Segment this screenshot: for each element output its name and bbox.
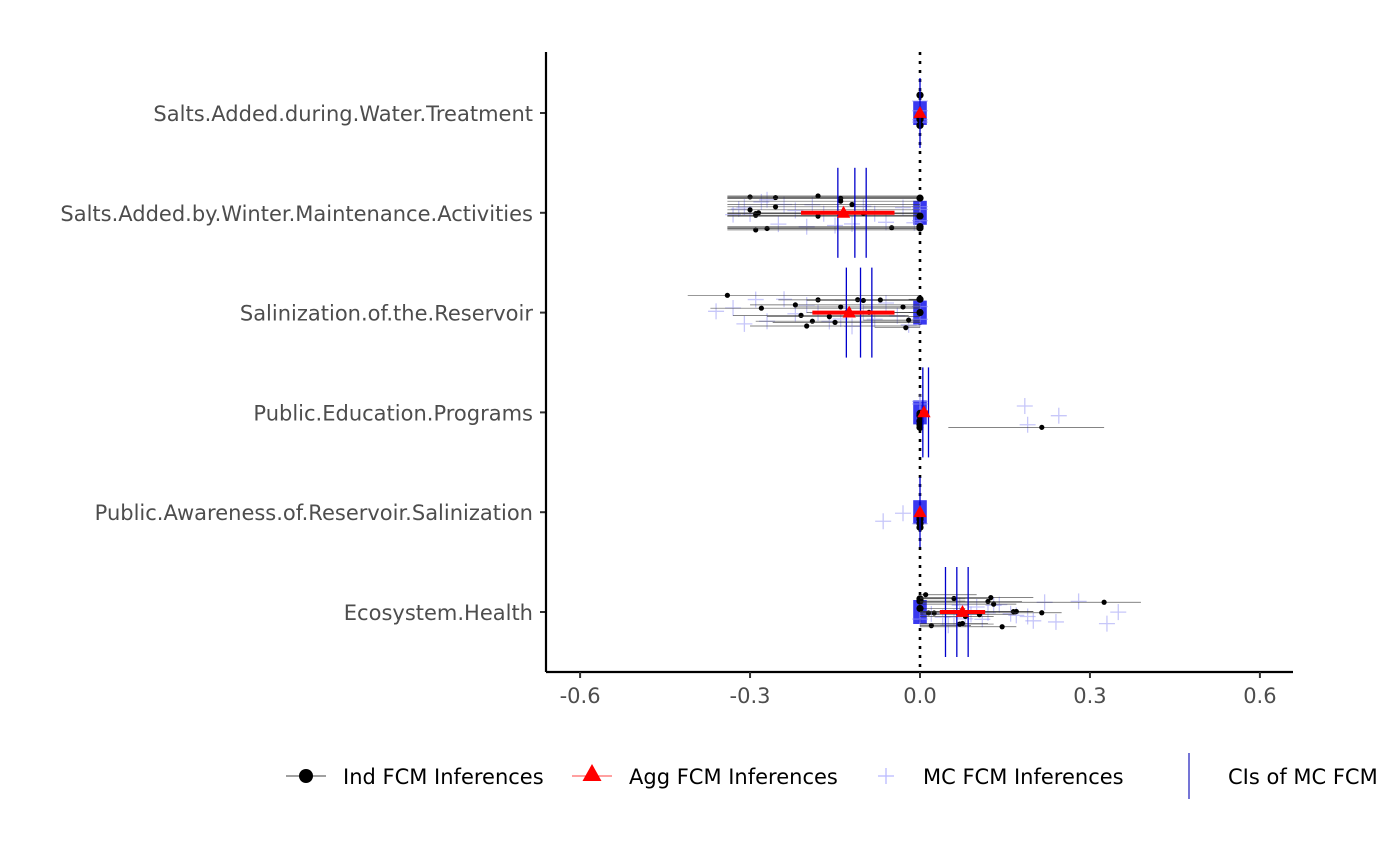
legend-label: CIs of MC FCM [1228, 765, 1378, 789]
mc-inference-point [827, 217, 844, 234]
ind-inference-point [809, 318, 815, 324]
category-label: Salinization.of.the.Reservoir [240, 302, 534, 326]
x-tick-label: -0.6 [560, 684, 601, 708]
ind-inference-point [903, 325, 909, 331]
mc-inference-point [912, 611, 928, 628]
axes: Salts.Added.during.Water.Treatment Salts.… [60, 52, 1293, 708]
ind-inference-point [985, 598, 991, 605]
mc-inference-point [708, 303, 725, 320]
legend-label: Ind FCM Inferences [343, 765, 544, 789]
legend-key-plus [878, 768, 894, 784]
ind-inference-point [916, 604, 924, 613]
ind-inference-point [999, 624, 1005, 630]
ind-inference-point [755, 210, 762, 216]
ind-inference-point [916, 308, 924, 317]
mc-inference-point [736, 315, 753, 332]
ind-inference-point [1101, 599, 1107, 605]
ind-inference-point [916, 421, 924, 429]
mc-inference-point [759, 191, 776, 208]
ind-inference-point [764, 225, 770, 232]
ind-inference-point [916, 222, 924, 231]
ind-inference-point [916, 212, 924, 220]
mc-inference-point [895, 505, 912, 522]
legend-key-triangle [582, 764, 602, 781]
ind-inference-point [798, 312, 804, 318]
agg-inference-point [955, 605, 970, 617]
ind-inference-point [804, 323, 810, 329]
category-row [725, 167, 928, 258]
ind-inference-point [860, 297, 866, 304]
ind-inference-point [923, 592, 929, 598]
agg-inference-point [913, 106, 927, 118]
category-label: Public.Awareness.of.Reservoir.Salinizati… [95, 501, 533, 525]
mc-inference-point [1016, 398, 1033, 415]
plot-area [687, 52, 1141, 672]
ind-inference-point [991, 601, 997, 607]
legend-label: Agg FCM Inferences [629, 765, 838, 789]
ind-inference-point [838, 304, 844, 310]
ind-inference-point [792, 302, 798, 308]
category-label: Public.Education.Programs [253, 401, 533, 425]
mc-inference-point [770, 216, 787, 233]
category-row [912, 78, 928, 148]
ind-inference-point [815, 193, 821, 199]
legend: Ind FCM Inferences Agg FCM Inferences MC F… [286, 753, 1378, 799]
mc-inference-point [1110, 604, 1127, 621]
ind-inference-point [758, 305, 764, 311]
category-label: Salts.Added.during.Water.Treatment [153, 102, 533, 126]
mc-inference-point [912, 395, 928, 412]
x-tick-label: 0.3 [1073, 684, 1106, 708]
x-tick-label: 0.0 [903, 684, 936, 708]
category-row [687, 267, 928, 358]
legend-item: CIs of MC FCM [1188, 753, 1378, 799]
agg-inference-point [836, 205, 851, 218]
mc-inference-point [1025, 612, 1042, 629]
ind-inference-point [1039, 610, 1045, 616]
mc-inference-point [940, 617, 957, 634]
legend-item: MC FCM Inferences [878, 765, 1124, 789]
mc-inference-point [1047, 613, 1064, 630]
x-tick-label: -0.3 [730, 684, 771, 708]
x-tick-label: 0.6 [1243, 684, 1276, 708]
ind-inference-point [747, 194, 753, 200]
ind-inference-point [747, 207, 753, 213]
mc-inference-point [1098, 615, 1115, 632]
category-label: Salts.Added.by.Winter.Maintenance.Activi… [60, 202, 533, 226]
ind-inference-point [951, 595, 957, 602]
category-row [912, 567, 1141, 657]
category-row [912, 367, 1105, 458]
ind-inference-point [916, 194, 924, 202]
mc-inference-point [1070, 593, 1087, 610]
ind-inference-point [906, 317, 912, 323]
ind-inference-point [832, 319, 838, 325]
mc-inference-point [1019, 416, 1036, 433]
legend-item: Agg FCM Inferences [572, 764, 838, 789]
legend-key-circle [299, 769, 313, 783]
ind-inference-point [988, 595, 994, 601]
agg-inference-point [842, 305, 856, 318]
mc-inference-point [875, 513, 892, 530]
ind-inference-point [724, 292, 730, 298]
legend-label: MC FCM Inferences [923, 765, 1124, 789]
ind-inference-point [1039, 424, 1045, 430]
mc-inference-point [844, 215, 861, 232]
legend-item: Ind FCM Inferences [286, 765, 544, 789]
ind-inference-point [772, 204, 779, 210]
ind-inference-point [916, 295, 924, 303]
agg-inference-point [913, 505, 927, 518]
ind-inference-point [877, 297, 883, 303]
mc-inference-point [1050, 407, 1067, 424]
ind-inference-point [826, 314, 832, 320]
category-label: Ecosystem.Health [344, 601, 533, 625]
ind-inference-point [1013, 608, 1019, 615]
ind-inference-point [900, 304, 906, 310]
category-row [875, 477, 928, 548]
ind-inference-point [849, 201, 855, 208]
ind-inference-point [959, 620, 966, 627]
agg-inference-point [917, 405, 931, 418]
